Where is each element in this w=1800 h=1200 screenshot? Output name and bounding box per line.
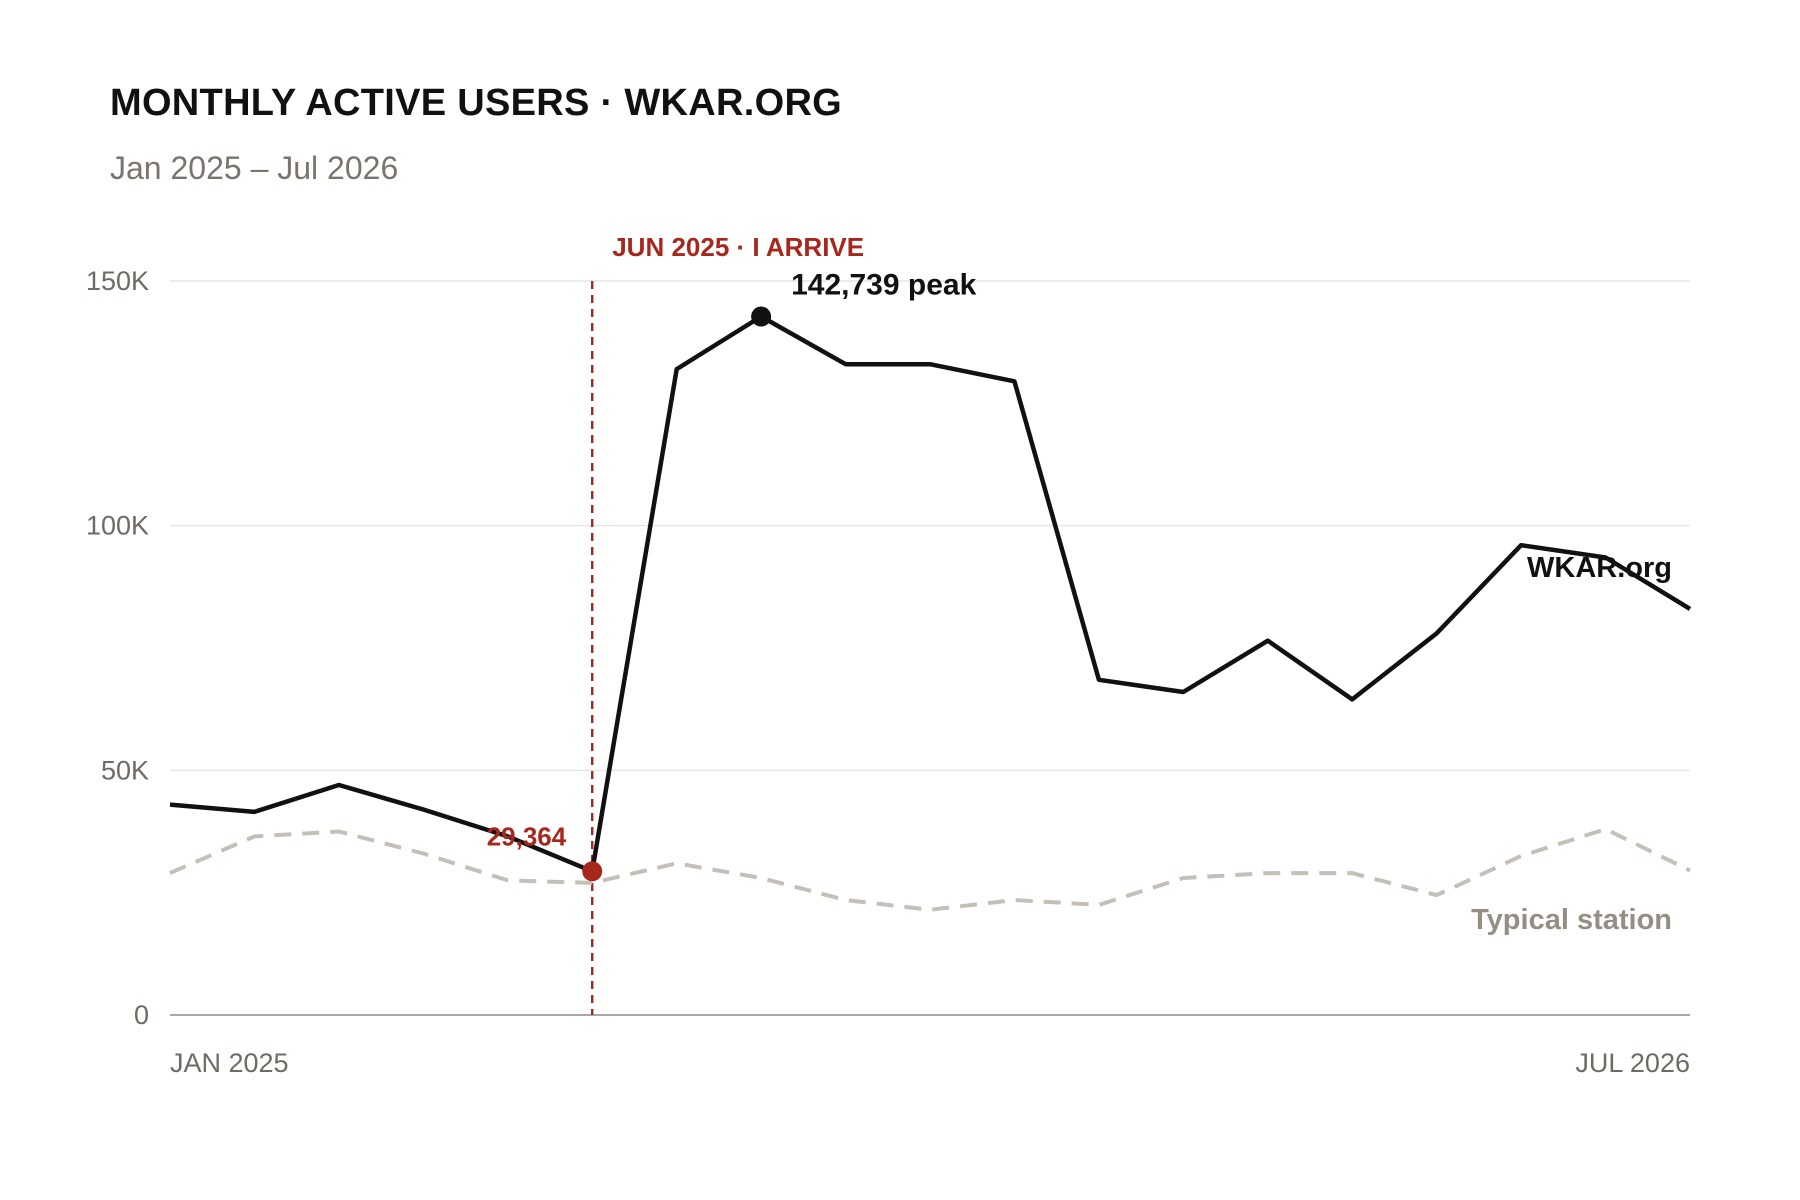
- labels: JUN 2025 · I ARRIVE WKAR.org Typical stati…: [487, 232, 1672, 936]
- series-line-typical: [169, 827, 1691, 912]
- arrival-value-label: 29,364: [487, 821, 567, 851]
- arrival-marker-label: JUN 2025 · I ARRIVE: [612, 232, 864, 262]
- x-tick-label: JAN 2025: [170, 1048, 289, 1078]
- peak-label: 142,739 peak: [791, 269, 976, 302]
- axes: 0 50K 100K 150K JAN 2025 JUL 2026: [86, 266, 1690, 1078]
- x-tick-label: JUL 2026: [1575, 1048, 1690, 1078]
- series: [169, 314, 1692, 912]
- arrival-point: [582, 861, 603, 882]
- chart-subtitle: Jan 2025 – Jul 2026: [110, 150, 399, 186]
- series-line-wkar: [169, 314, 1692, 874]
- y-tick-label: 100K: [86, 511, 149, 541]
- gridlines: [170, 280, 1690, 771]
- chart-title: MONTHLY ACTIVE USERS · WKAR.ORG: [110, 82, 843, 124]
- y-tick-label: 50K: [101, 755, 149, 785]
- series-label-typical: Typical station: [1471, 904, 1672, 936]
- y-tick-label: 0: [134, 1000, 149, 1030]
- series-label-wkar: WKAR.org: [1527, 552, 1672, 584]
- peak-point: [751, 306, 772, 327]
- y-tick-label: 150K: [86, 266, 149, 296]
